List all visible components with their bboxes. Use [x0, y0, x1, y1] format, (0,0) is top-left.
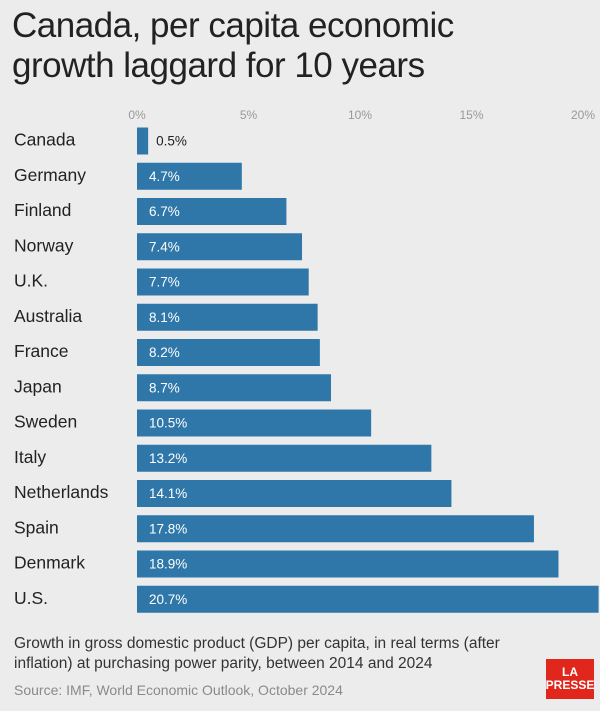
chart-title: Canada, per capita economic growth lagga… — [12, 6, 454, 85]
y-tick-label: France — [14, 341, 68, 361]
value-label: 8.2% — [149, 345, 180, 360]
y-tick-label: Finland — [14, 200, 71, 220]
bar — [137, 268, 309, 296]
bar — [137, 162, 242, 190]
value-label: 13.2% — [149, 451, 187, 466]
value-label: 4.7% — [149, 169, 180, 184]
y-tick-label: U.K. — [14, 271, 48, 291]
x-tick-label: 10% — [348, 108, 372, 122]
bar — [137, 233, 303, 261]
bar — [137, 374, 332, 402]
value-label: 8.1% — [149, 310, 180, 325]
y-tick-label: U.S. — [14, 588, 48, 608]
bar — [137, 198, 287, 225]
value-label: 8.7% — [149, 380, 180, 395]
y-tick-label: Italy — [14, 447, 46, 467]
y-tick-label: Spain — [14, 517, 59, 537]
source: Source: IMF, World Economic Outlook, Oct… — [14, 682, 343, 698]
value-label: 10.5% — [149, 416, 187, 431]
logo: LA PRESSE — [546, 659, 594, 699]
value-label: 6.7% — [149, 204, 180, 219]
value-label: 14.1% — [149, 486, 187, 501]
y-tick-label: Australia — [14, 306, 82, 326]
x-tick-label: 20% — [571, 108, 595, 122]
x-tick-label: 0% — [128, 108, 146, 122]
value-label: 18.9% — [149, 557, 187, 572]
bar — [137, 409, 372, 437]
y-tick-label: Norway — [14, 235, 74, 255]
y-tick-label: Netherlands — [14, 482, 109, 502]
bar — [137, 585, 599, 613]
bar — [137, 127, 149, 155]
y-tick-label: Germany — [14, 165, 86, 185]
bar — [137, 339, 320, 366]
y-tick-label: Japan — [14, 376, 62, 396]
bar — [137, 550, 559, 578]
value-label: 7.4% — [149, 239, 180, 254]
note: Growth in gross domestic product (GDP) p… — [14, 635, 500, 672]
value-label: 20.7% — [149, 592, 187, 607]
value-label: 0.5% — [156, 134, 187, 149]
x-tick-label: 5% — [240, 108, 258, 122]
value-label: 17.8% — [149, 521, 187, 536]
bar — [137, 444, 432, 472]
bar — [137, 480, 452, 507]
bar — [137, 515, 534, 543]
y-tick-label: Denmark — [14, 553, 85, 573]
x-tick-label: 15% — [459, 108, 483, 122]
bar — [137, 303, 318, 331]
value-label: 7.7% — [149, 275, 180, 290]
logo-text: LA — [562, 665, 578, 679]
logo-text: PRESSE — [545, 678, 595, 692]
y-tick-label: Canada — [14, 130, 76, 150]
y-tick-label: Sweden — [14, 412, 77, 432]
